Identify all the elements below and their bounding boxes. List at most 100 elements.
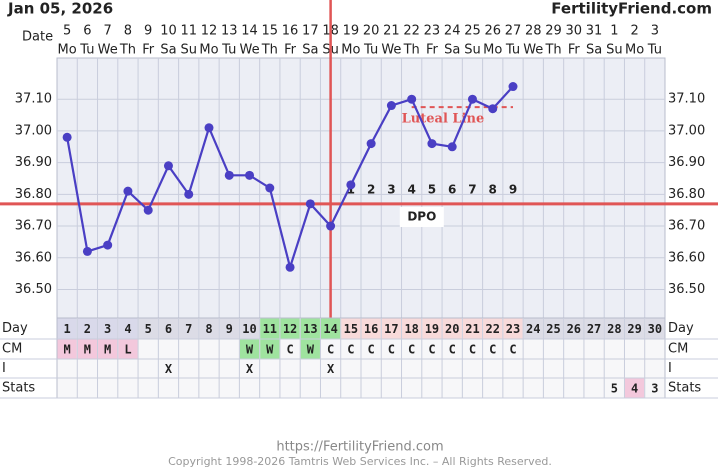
dpo-number: 2 — [367, 183, 375, 197]
weekday-label: Th — [544, 43, 561, 58]
dpo-number: 5 — [428, 183, 436, 197]
y-tick-label-right: 36.80 — [668, 187, 705, 202]
dpo-number: 6 — [448, 183, 456, 197]
days-cell: 10 — [242, 322, 256, 336]
weekday-label: Mo — [58, 43, 77, 58]
temperature-point — [245, 170, 255, 180]
weekday-label: Tu — [79, 43, 94, 58]
date-label: 17 — [302, 24, 319, 39]
cell-bg — [543, 318, 564, 339]
date-label: 13 — [221, 24, 238, 39]
date-label: 10 — [160, 24, 177, 39]
days-cell: 5 — [145, 322, 152, 336]
cell-bg — [118, 318, 138, 339]
cell-bg — [138, 318, 158, 339]
weekday-label: Th — [403, 43, 420, 58]
weekday-label: We — [523, 43, 543, 58]
y-tick-label: 37.10 — [15, 92, 52, 107]
row-label: Stats — [2, 381, 35, 396]
temperature-point — [508, 82, 518, 92]
days-cell: 20 — [445, 322, 459, 336]
y-tick-label-right: 36.50 — [668, 282, 705, 297]
date-label: 22 — [403, 24, 420, 39]
row-label-right: Stats — [668, 381, 701, 396]
date-label: 5 — [63, 24, 71, 39]
days-cell: 1 — [64, 322, 71, 336]
temperature-point — [204, 123, 214, 133]
days-cell: 4 — [124, 322, 131, 336]
row-label-right: CM — [668, 342, 688, 357]
date-label: 9 — [144, 24, 152, 39]
intercourse-cell: X — [246, 362, 254, 376]
dpo-label-bg — [399, 207, 444, 227]
date-label: 30 — [566, 24, 583, 39]
cm-cell: C — [509, 343, 516, 357]
date-label: 6 — [83, 24, 91, 39]
intercourse-cell: X — [165, 362, 173, 376]
date-label: 2 — [630, 24, 638, 39]
cell-bg — [402, 318, 422, 339]
days-cell: 17 — [384, 322, 398, 336]
weekday-label: Fr — [284, 43, 297, 58]
dpo-number: 1 — [347, 183, 355, 197]
cell-bg — [98, 339, 118, 359]
y-tick-label-right: 36.60 — [668, 250, 705, 265]
dpo-number: 8 — [489, 183, 497, 197]
cell-bg — [179, 318, 199, 339]
temperature-point — [326, 221, 336, 231]
days-cell: 14 — [323, 322, 337, 336]
cell-bg — [239, 339, 260, 359]
temperature-point — [82, 246, 92, 256]
y-tick-label: 36.60 — [15, 250, 52, 265]
chart-date: Jan 05, 2026 — [7, 0, 113, 18]
cell-bg — [624, 378, 645, 398]
dpo-number: 4 — [407, 183, 415, 197]
date-label: 20 — [363, 24, 380, 39]
y-tick-label: 36.80 — [15, 187, 52, 202]
date-label: 7 — [104, 24, 112, 39]
temperature-point — [467, 94, 477, 104]
date-label: 31 — [586, 24, 603, 39]
temperature-point — [123, 186, 133, 196]
stats-cell: 4 — [631, 382, 638, 396]
date-label: 12 — [201, 24, 218, 39]
cm-cell: M — [64, 343, 71, 357]
cell-bg — [239, 318, 260, 339]
temperature-point — [305, 199, 315, 209]
cell-bg — [260, 318, 280, 339]
cell-bg — [320, 318, 341, 339]
cm-cell: C — [489, 343, 496, 357]
days-cell: 3 — [104, 322, 111, 336]
weekday-label: Fr — [426, 43, 439, 58]
y-tick-label: 37.00 — [15, 123, 52, 138]
cm-cell: C — [428, 343, 435, 357]
date-label: 1 — [610, 24, 618, 39]
cm-cell: C — [408, 343, 415, 357]
days-cell: 21 — [465, 322, 479, 336]
intercourse-cell: X — [327, 362, 335, 376]
y-tick-label-right: 37.10 — [668, 92, 705, 107]
temperature-point — [346, 180, 356, 190]
temperature-point — [62, 132, 72, 142]
cm-cell: M — [84, 343, 91, 357]
days-cell: 16 — [364, 322, 378, 336]
weekday-label: Mo — [199, 43, 218, 58]
cell-bg — [361, 318, 381, 339]
days-cell: 6 — [165, 322, 172, 336]
cell-bg — [57, 318, 77, 339]
date-label: 24 — [444, 24, 461, 39]
cell-bg — [462, 318, 483, 339]
row-label: I — [2, 361, 6, 376]
row-label: CM — [2, 342, 22, 357]
cell-bg — [341, 318, 361, 339]
row-label: Day — [2, 321, 28, 336]
weekday-label: Su — [180, 43, 197, 58]
weekday-label: Mo — [341, 43, 360, 58]
weekday-label: Tu — [363, 43, 378, 58]
y-tick-label-right: 36.70 — [668, 219, 705, 234]
days-cell: 27 — [587, 322, 601, 336]
y-tick-label-right: 36.90 — [668, 155, 705, 170]
weekday-label: Th — [119, 43, 136, 58]
cm-cell: C — [347, 343, 354, 357]
cell-bg — [503, 318, 523, 339]
